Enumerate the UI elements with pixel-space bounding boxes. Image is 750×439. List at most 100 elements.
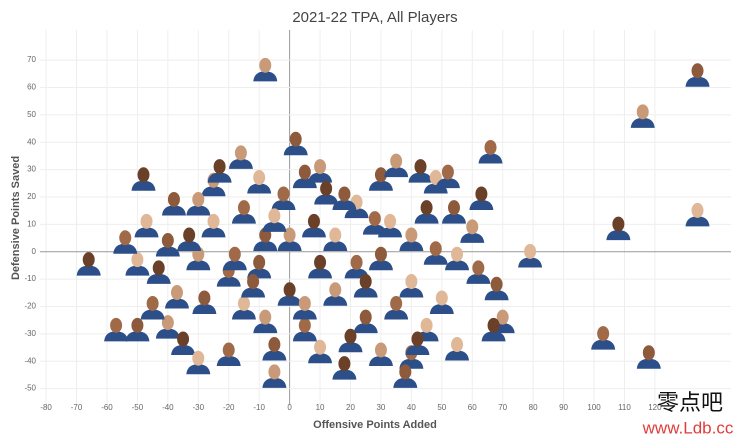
head [350, 254, 363, 270]
y-tick-label: 20 [27, 192, 36, 201]
head [198, 290, 211, 306]
head [298, 295, 311, 311]
y-tick-label: 30 [27, 165, 36, 174]
player-marker [423, 241, 448, 265]
jersey [332, 369, 357, 380]
head [390, 153, 403, 169]
player-marker [125, 317, 150, 342]
player-marker [368, 246, 393, 271]
markers [76, 57, 710, 388]
y-tick-label: 70 [27, 55, 36, 64]
jersey [441, 213, 466, 224]
y-tick-label: 50 [27, 110, 36, 119]
head [268, 337, 281, 353]
jersey [186, 205, 211, 216]
jersey [393, 377, 418, 388]
jersey [301, 227, 326, 238]
player-marker [384, 153, 409, 178]
jersey [323, 241, 348, 252]
jersey [216, 276, 241, 287]
jersey [231, 213, 256, 224]
jersey [478, 153, 503, 164]
x-tick-label: 90 [559, 403, 568, 412]
jersey [368, 260, 393, 271]
jersey [460, 232, 485, 243]
player-marker [104, 317, 129, 342]
head [110, 317, 123, 333]
jersey [399, 287, 424, 298]
head [137, 167, 150, 183]
player-marker [140, 295, 165, 320]
player-marker [606, 216, 631, 241]
head [298, 164, 311, 180]
y-tick-label: -40 [24, 356, 36, 365]
jersey [591, 339, 616, 350]
head [259, 57, 272, 73]
head [277, 186, 290, 202]
x-tick-label: -60 [101, 403, 113, 412]
player-marker [262, 208, 287, 232]
jersey [192, 303, 217, 314]
head [374, 167, 387, 183]
x-tick-label: 50 [437, 403, 446, 412]
head [161, 315, 174, 331]
y-tick-label: 60 [27, 83, 36, 92]
player-marker [332, 356, 357, 380]
head [247, 274, 260, 290]
head [146, 295, 159, 311]
jersey [201, 186, 226, 197]
jersey [353, 287, 378, 298]
head [487, 317, 500, 333]
jersey [445, 260, 470, 271]
jersey [308, 172, 333, 183]
jersey [314, 194, 339, 205]
head [475, 186, 488, 202]
jersey [262, 350, 287, 361]
x-tick-label: 100 [587, 403, 601, 412]
head [268, 208, 281, 224]
head [167, 191, 180, 207]
head [237, 295, 250, 311]
jersey [685, 76, 710, 87]
head [597, 326, 610, 342]
head [429, 241, 442, 257]
player-marker [399, 274, 424, 298]
jersey [146, 273, 171, 284]
jersey [104, 331, 129, 342]
head [414, 159, 427, 175]
jersey [207, 172, 232, 183]
player-marker [445, 246, 470, 271]
jersey [125, 331, 150, 342]
player-marker [301, 213, 326, 238]
jersey [429, 303, 454, 314]
jersey [466, 273, 491, 284]
player-marker [292, 295, 317, 320]
watermark-url: www.Ldb.cc [642, 418, 734, 437]
head [420, 200, 433, 216]
head [253, 170, 266, 186]
head [612, 216, 625, 232]
jersey [155, 328, 180, 339]
jersey [423, 254, 448, 265]
y-tick-label: 0 [32, 247, 37, 256]
player-marker [216, 342, 241, 366]
player-marker [125, 252, 150, 276]
player-marker [368, 167, 393, 191]
head [131, 317, 144, 333]
head [338, 186, 351, 202]
player-marker [134, 213, 159, 238]
watermark: 零点吧 [657, 390, 723, 415]
x-tick-label: -20 [223, 403, 235, 412]
jersey [216, 355, 241, 366]
head [451, 246, 464, 262]
head [338, 356, 351, 372]
head [435, 290, 448, 306]
head [314, 159, 327, 175]
chart-title: 2021-22 TPA, All Players [292, 9, 457, 26]
jersey [262, 377, 287, 388]
jersey [271, 199, 296, 210]
player-marker [445, 337, 470, 361]
jersey [484, 290, 509, 301]
head [329, 282, 342, 298]
y-tick-label: 10 [27, 219, 36, 228]
